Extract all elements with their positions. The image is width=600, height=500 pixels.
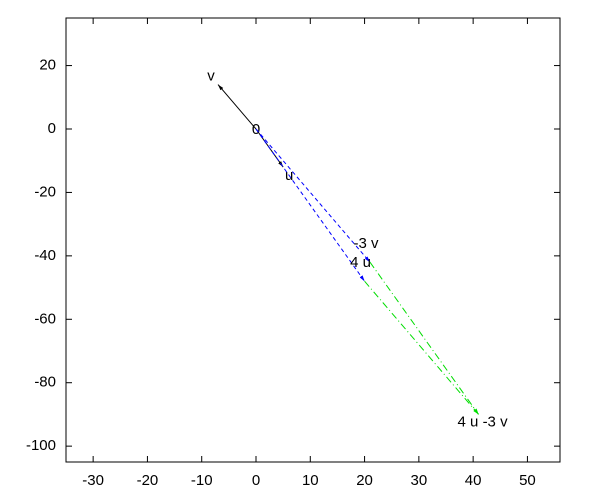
x-tick-label: 50 xyxy=(519,472,536,489)
x-tick-label: 30 xyxy=(411,472,428,489)
vector-arrow xyxy=(255,128,371,263)
x-tick-label: 0 xyxy=(252,472,260,489)
x-tick-label: 20 xyxy=(356,472,373,489)
y-tick-label: -80 xyxy=(34,374,56,391)
x-tick-label: -10 xyxy=(191,472,213,489)
y-tick-label: -100 xyxy=(26,437,56,454)
sum-arrow xyxy=(364,280,479,415)
vector-label: v xyxy=(207,68,215,85)
y-tick-label: -40 xyxy=(34,247,56,264)
sum-label: 4 u -3 v xyxy=(458,413,509,430)
vector-arrow xyxy=(217,84,257,130)
x-tick-label: -30 xyxy=(82,472,104,489)
y-tick-label: -20 xyxy=(34,183,56,200)
y-tick-label: 20 xyxy=(39,57,56,74)
y-tick-label: -60 xyxy=(34,310,56,327)
x-tick-label: 40 xyxy=(465,472,482,489)
vector-arrow xyxy=(255,128,365,282)
sum-arrow xyxy=(369,261,479,415)
vector-label: -3 v xyxy=(353,235,379,252)
y-tick-label: 0 xyxy=(48,120,56,137)
plot-frame xyxy=(65,17,561,463)
x-tick-label: -20 xyxy=(137,472,159,489)
x-tick-label: 10 xyxy=(302,472,319,489)
vector-label: 4 u xyxy=(350,254,371,271)
